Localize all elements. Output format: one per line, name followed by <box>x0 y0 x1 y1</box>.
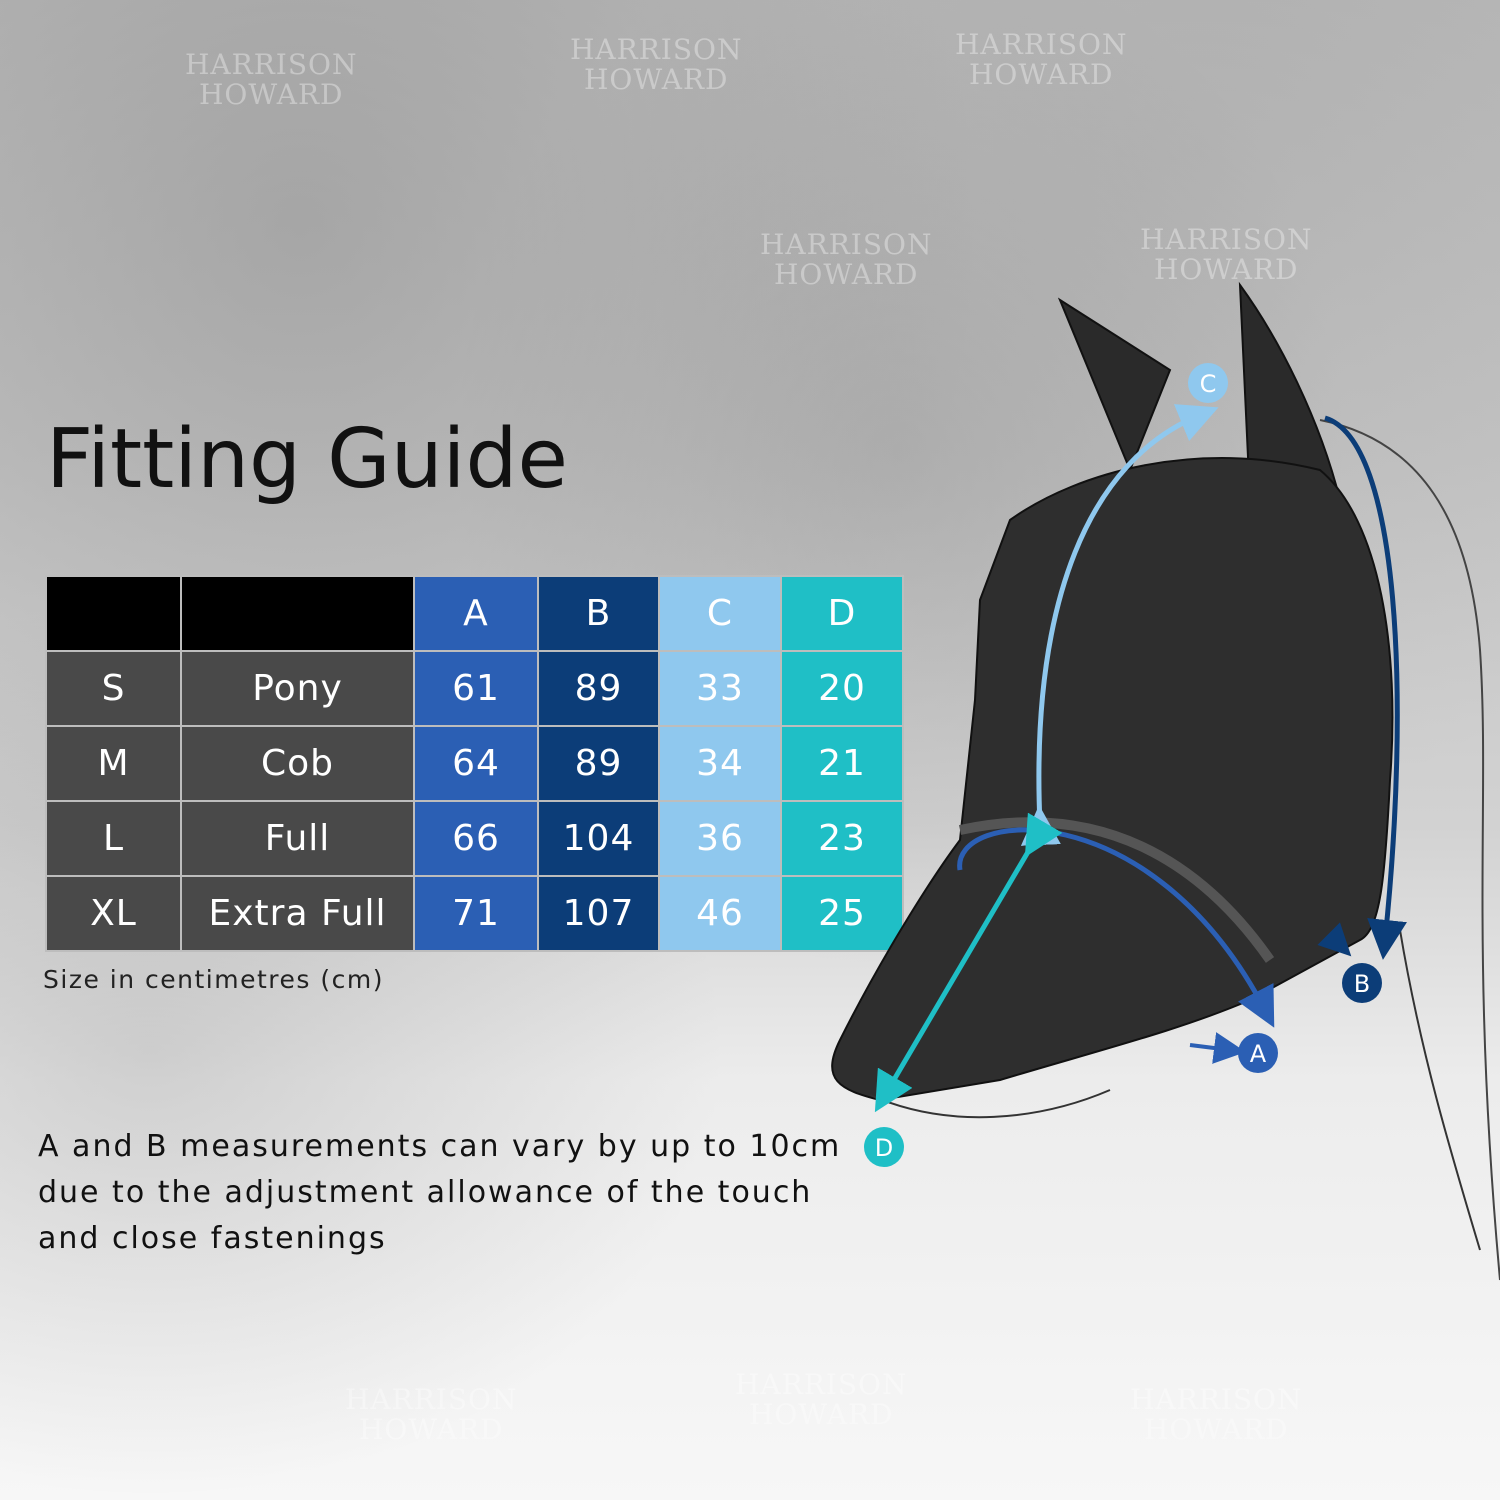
label-c: C <box>1188 363 1228 403</box>
value-b: 89 <box>537 725 660 802</box>
page-title: Fitting Guide <box>46 412 568 507</box>
svg-text:D: D <box>875 1134 893 1162</box>
value-a: 66 <box>413 800 539 877</box>
value-a: 61 <box>413 650 539 727</box>
watermark: HARRISON HOWARD <box>760 228 933 291</box>
measurement-note: A and B measurements can vary by up to 1… <box>38 1129 842 1256</box>
type-cell: Pony <box>180 650 415 727</box>
size-cell: XL <box>45 875 182 952</box>
header-cell-b: B <box>537 575 660 652</box>
label-a: A <box>1238 1033 1278 1073</box>
header-cell-d: D <box>780 575 904 652</box>
value-b: 89 <box>537 650 660 727</box>
arrow-c <box>1020 404 1219 846</box>
value-b: 107 <box>537 875 660 952</box>
watermark: HARRISON HOWARD <box>1140 223 1313 286</box>
value-c: 46 <box>658 875 782 952</box>
size-cell: L <box>45 800 182 877</box>
mask-body <box>831 457 1394 1102</box>
svg-text:C: C <box>1200 370 1217 398</box>
watermark: HARRISON HOWARD <box>1130 1383 1303 1446</box>
svg-text:A: A <box>1250 1040 1267 1068</box>
value-a: 64 <box>413 725 539 802</box>
watermark: HARRISON HOWARD <box>185 48 358 111</box>
size-cell: S <box>45 650 182 727</box>
value-d: 21 <box>780 725 904 802</box>
value-d: 25 <box>780 875 904 952</box>
table-header-row: A B C D <box>45 575 904 652</box>
type-cell: Extra Full <box>180 875 415 952</box>
arrow-a-pointer <box>1189 1032 1246 1064</box>
arrow-d <box>874 812 1063 1113</box>
header-cell-c: C <box>658 575 782 652</box>
value-d: 20 <box>780 650 904 727</box>
header-cell <box>180 575 415 652</box>
value-a: 71 <box>413 875 539 952</box>
arrow-b-pointer <box>1317 922 1352 957</box>
table-row: S Pony 61 89 33 20 <box>45 650 904 727</box>
label-d: D <box>864 1127 904 1167</box>
value-c: 33 <box>658 650 782 727</box>
table-row: XL Extra Full 71 107 46 25 <box>45 875 904 952</box>
neck-line <box>1399 929 1481 1251</box>
watermark: HARRISON HOWARD <box>735 1368 908 1431</box>
watermark: HARRISON HOWARD <box>570 33 743 96</box>
watermark: HARRISON HOWARD <box>955 28 1128 91</box>
arrow-b <box>1324 415 1407 960</box>
header-cell <box>45 575 182 652</box>
table-row: L Full 66 104 36 23 <box>45 800 904 877</box>
watermark: HARRISON HOWARD <box>345 1383 518 1446</box>
label-b: B <box>1342 963 1382 1003</box>
mane-line <box>1319 419 1500 1281</box>
svg-text:B: B <box>1354 970 1370 998</box>
size-cell: M <box>45 725 182 802</box>
value-c: 36 <box>658 800 782 877</box>
type-cell: Full <box>180 800 415 877</box>
value-c: 34 <box>658 725 782 802</box>
type-cell: Cob <box>180 725 415 802</box>
header-cell-a: A <box>413 575 539 652</box>
units-caption: Size in centimetres (cm) <box>43 965 384 994</box>
size-table: A B C D S Pony 61 89 33 20 M Cob 64 89 3… <box>45 575 904 952</box>
table-row: M Cob 64 89 34 21 <box>45 725 904 802</box>
value-b: 104 <box>537 800 660 877</box>
